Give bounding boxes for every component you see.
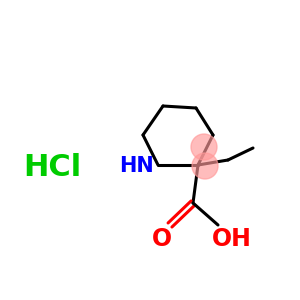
Circle shape (191, 134, 217, 160)
Text: HN: HN (119, 156, 154, 176)
Text: O: O (152, 227, 172, 251)
Text: HCl: HCl (23, 154, 81, 182)
Text: OH: OH (212, 227, 252, 251)
Circle shape (192, 153, 218, 179)
